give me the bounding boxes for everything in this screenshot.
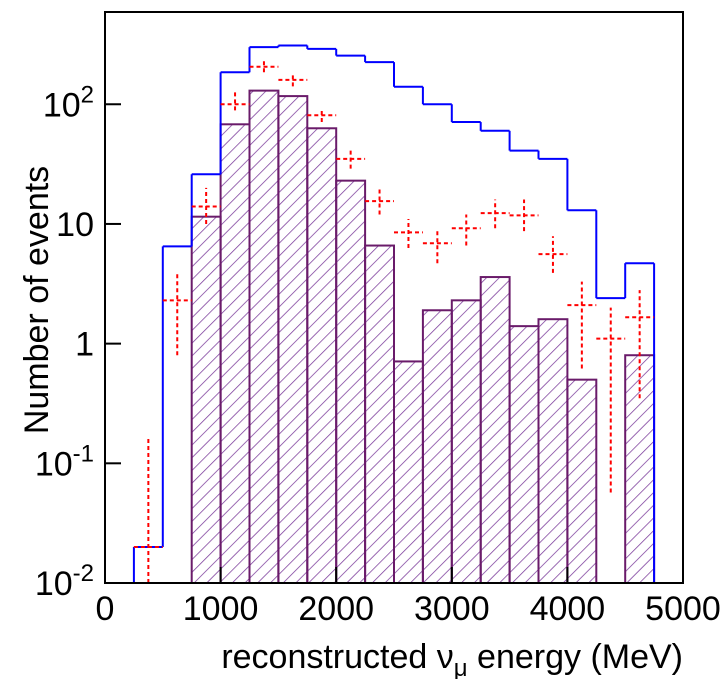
y-tick-base: 10 (43, 86, 81, 124)
x-tick-label: 0 (96, 590, 115, 628)
x-label-text: reconstructed ν (221, 638, 453, 676)
x-label-text: energy (MeV) (468, 638, 683, 676)
hatched-bar (421, 309, 453, 584)
x-label-subscript: μ (454, 655, 468, 679)
y-tick-label: 1 (75, 326, 94, 364)
x-tick-label: 3000 (414, 590, 490, 628)
hatched-bar (508, 325, 540, 584)
hatched-bar (364, 244, 396, 584)
x-tick-label: 1000 (183, 590, 259, 628)
y-tick-base: 1 (75, 326, 94, 364)
hatched-bar (393, 360, 424, 584)
x-tick-label: 2000 (298, 590, 374, 628)
plot-area (105, 44, 683, 585)
frame (104, 11, 684, 584)
y-tick-label: 10-2 (35, 560, 94, 603)
x-tick-label: 5000 (645, 590, 721, 628)
y-tick-base: 10 (35, 565, 73, 603)
y-tick-base: 10 (35, 445, 73, 483)
hatched-bar (277, 95, 309, 584)
y-tick-base: 10 (56, 206, 94, 244)
y-tick-exponent: 2 (81, 81, 94, 108)
hatched-bar (566, 378, 598, 584)
hatched-bar (479, 276, 511, 584)
hatched-bar (306, 127, 338, 585)
x-axis-label: reconstructed νμ energy (MeV) (221, 638, 683, 679)
y-tick-exponent: -1 (73, 440, 94, 467)
hatched-bar (190, 215, 222, 584)
y-tick-label: 10 (56, 206, 94, 244)
hatched-bar (248, 89, 280, 584)
hatched-bar (335, 179, 367, 585)
hatched-bar (537, 318, 569, 584)
y-tick-exponent: -2 (73, 560, 94, 587)
x-tick-label: 4000 (530, 590, 606, 628)
hatched-bar (219, 123, 251, 585)
y-tick-label: 10-1 (35, 440, 94, 483)
y-axis-label: Number of events (18, 166, 56, 434)
hatched-bar (450, 299, 482, 584)
y-tick-label: 102 (43, 81, 94, 124)
